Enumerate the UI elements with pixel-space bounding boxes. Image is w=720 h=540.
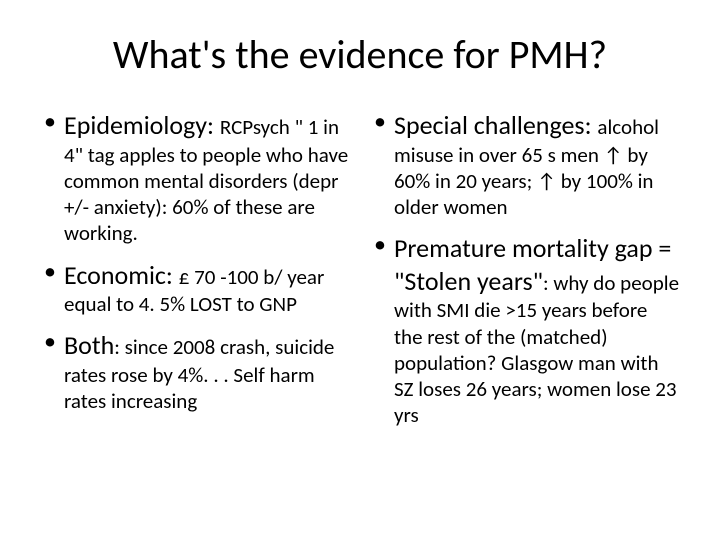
bullet-mid: RCPsych xyxy=(220,114,295,140)
left-column: Epidemiology: RCPsych " 1 in 4" tag appl… xyxy=(40,109,350,441)
bullet-lead: Economic: xyxy=(64,259,179,291)
list-item: Both: since 2008 crash, suicide rates ro… xyxy=(40,329,350,414)
bullet-lead: Special challenges: xyxy=(394,109,597,141)
right-bullet-list: Special challenges: alcohol misuse in ov… xyxy=(370,109,680,429)
left-bullet-list: Epidemiology: RCPsych " 1 in 4" tag appl… xyxy=(40,109,350,414)
bullet-lead: Epidemiology: xyxy=(64,109,220,141)
slide-title: What's the evidence for PMH? xyxy=(40,30,680,79)
content-columns: Epidemiology: RCPsych " 1 in 4" tag appl… xyxy=(40,109,680,441)
list-item: Economic: £ 70 -100 b/ year equal to 4. … xyxy=(40,259,350,318)
right-column: Special challenges: alcohol misuse in ov… xyxy=(370,109,680,441)
list-item: Epidemiology: RCPsych " 1 in 4" tag appl… xyxy=(40,109,350,247)
slide: What's the evidence for PMH? Epidemiolog… xyxy=(0,0,720,540)
list-item: Special challenges: alcohol misuse in ov… xyxy=(370,109,680,220)
bullet-lead: Both xyxy=(64,329,114,361)
list-item: Premature mortality gap = "Stolen years"… xyxy=(370,232,680,428)
